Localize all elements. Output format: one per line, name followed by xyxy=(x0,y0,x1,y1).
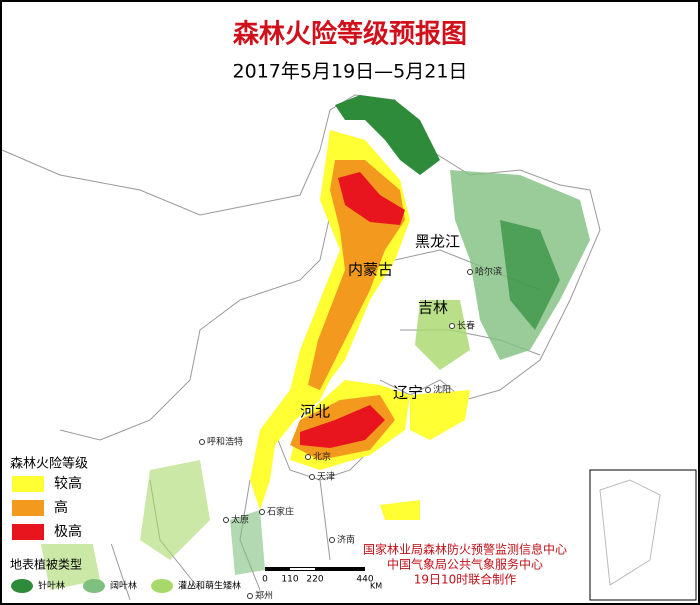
fire-zones xyxy=(250,130,470,520)
legend-swatch xyxy=(12,524,44,540)
city-label: 济南 xyxy=(337,534,355,546)
city-dot xyxy=(329,537,335,543)
vegetation-swatch xyxy=(151,579,173,593)
vegetation-label: 灌丛和萌生矮林 xyxy=(178,580,241,592)
city-dot xyxy=(309,474,315,480)
scale-bar-seg xyxy=(290,568,315,570)
city-label: 郑州 xyxy=(255,590,273,602)
city-dot xyxy=(223,517,229,523)
vegetation xyxy=(40,95,590,590)
region-label: 河北 xyxy=(300,403,330,421)
vegetation-swatch xyxy=(11,579,33,593)
city-dot xyxy=(259,509,265,515)
city-dot xyxy=(305,454,311,460)
scale-label: 220 xyxy=(306,575,323,585)
city-dot xyxy=(449,323,455,329)
legend-label: 极高 xyxy=(54,523,82,540)
legend-label: 较高 xyxy=(54,475,82,492)
scale-label: 440 xyxy=(356,575,373,585)
scale-label: 110 xyxy=(281,575,298,585)
title: 森林火险等级预报图 xyxy=(233,19,467,50)
city-label: 北京 xyxy=(313,451,331,463)
inset-map xyxy=(589,469,697,601)
city-dot xyxy=(425,387,431,393)
legend-swatch xyxy=(12,500,44,516)
legend-label: 高 xyxy=(54,499,68,516)
region-label: 吉林 xyxy=(418,299,448,317)
vegetation-label: 针叶林 xyxy=(38,580,65,592)
subtitle: 2017年5月19日—5月21日 xyxy=(233,61,468,83)
credit-line: 中国气象局公共气象服务中心 xyxy=(387,557,543,572)
city-label: 太原 xyxy=(231,514,249,526)
legend-swatch xyxy=(12,476,44,492)
vegetation-title: 地表植被类型 xyxy=(10,557,82,572)
scale-label: 0 xyxy=(262,575,268,585)
city-label: 沈阳 xyxy=(433,384,451,396)
scale-unit: KM xyxy=(370,582,382,591)
city-dot xyxy=(247,593,253,599)
inset-coast xyxy=(599,479,661,586)
city-label: 长春 xyxy=(457,320,475,332)
region-label: 黑龙江 xyxy=(415,233,460,251)
city-dot xyxy=(467,269,473,275)
vegetation-label: 阔叶林 xyxy=(110,580,137,592)
region-label: 辽宁 xyxy=(393,384,423,402)
city-dot xyxy=(199,439,205,445)
credit-line: 国家林业局森林防火预警监测信息中心 xyxy=(363,542,567,557)
city-label: 石家庄 xyxy=(267,506,294,518)
credit-line: 19日10时联合制作 xyxy=(414,572,517,587)
city-label: 天津 xyxy=(317,472,335,483)
region-label: 内蒙古 xyxy=(348,261,393,279)
vegetation-swatch xyxy=(83,579,105,593)
legend-title: 森林火险等级 xyxy=(10,456,88,472)
city-label: 呼和浩特 xyxy=(207,436,243,448)
city-label: 哈尔滨 xyxy=(475,266,502,278)
